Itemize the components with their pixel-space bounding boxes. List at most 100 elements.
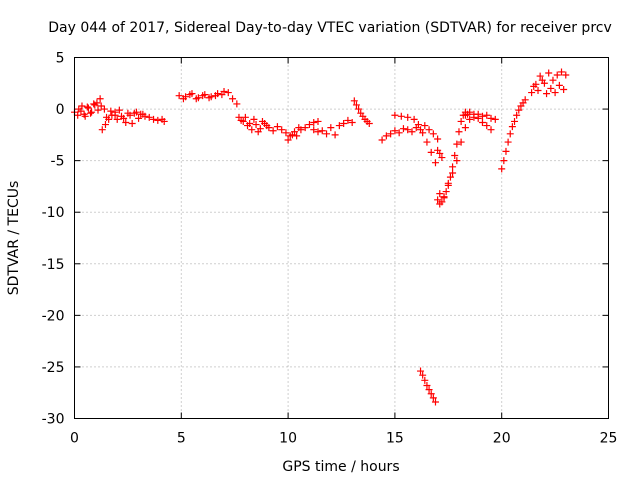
- series-arc5: [113, 109, 147, 126]
- plot-frame: [74, 57, 609, 419]
- data-point: [83, 103, 91, 111]
- data-point: [498, 165, 506, 173]
- data-point: [543, 90, 551, 98]
- data-point: [241, 113, 249, 121]
- data-point: [154, 116, 162, 124]
- data-point: [391, 111, 399, 119]
- data-point: [431, 398, 439, 406]
- data-point: [297, 126, 305, 134]
- data-point: [560, 85, 568, 93]
- data-point: [237, 116, 245, 124]
- series-arc15: [417, 367, 439, 406]
- data-point: [521, 96, 529, 104]
- data-point: [160, 117, 168, 125]
- data-point: [331, 131, 339, 139]
- series-arc12: [350, 97, 373, 128]
- data-point: [397, 112, 405, 120]
- data-point: [355, 105, 363, 113]
- y-axis-label: SDTVAR / TECUs: [6, 181, 22, 296]
- data-point: [483, 111, 491, 119]
- series-arc18: [436, 124, 469, 201]
- data-point: [310, 126, 318, 134]
- x-tick-label: 0: [70, 431, 79, 447]
- y-tick-label: 0: [56, 102, 65, 118]
- data-point: [457, 117, 465, 125]
- data-point: [466, 108, 474, 116]
- data-point: [500, 157, 508, 165]
- data-point: [335, 122, 343, 130]
- data-point: [408, 128, 416, 136]
- data-point: [254, 128, 262, 136]
- data-point: [483, 122, 491, 130]
- data-point: [318, 127, 326, 135]
- y-tick-label: -25: [42, 360, 65, 376]
- data-point: [444, 179, 452, 187]
- series-arc4: [103, 106, 168, 128]
- data-point: [504, 138, 512, 146]
- data-point: [117, 112, 125, 120]
- data-point: [327, 124, 335, 132]
- data-point: [233, 100, 241, 108]
- data-point: [278, 126, 286, 134]
- data-point: [314, 128, 322, 136]
- data-point: [284, 136, 292, 144]
- data-point: [429, 394, 437, 402]
- data-point: [487, 126, 495, 134]
- data-point: [107, 107, 115, 115]
- data-point: [449, 169, 457, 177]
- data-point: [538, 76, 546, 84]
- data-point: [288, 131, 296, 139]
- data-point: [502, 147, 510, 155]
- data-point: [419, 129, 427, 137]
- data-point: [404, 126, 412, 134]
- y-tick-label: -15: [42, 257, 65, 273]
- data-point: [98, 126, 106, 134]
- data-point: [421, 376, 429, 384]
- data-point: [455, 128, 463, 136]
- axis-ticks: 0 5 10 15 20 25 -30 -25 -20 -15 -10 -5 0 5: [42, 51, 618, 447]
- data-point: [128, 120, 136, 128]
- series-arc21: [498, 96, 529, 173]
- data-point: [478, 118, 486, 126]
- data-point: [97, 102, 105, 110]
- chart-title: Day 044 of 2017, Sidereal Day-to-day VTE…: [48, 20, 612, 36]
- data-point: [438, 154, 446, 162]
- x-tick-label: 15: [386, 431, 404, 447]
- data-point: [340, 120, 348, 128]
- data-point: [145, 113, 153, 121]
- x-tick-label: 25: [600, 431, 618, 447]
- series-arc20: [466, 108, 495, 134]
- data-point: [139, 110, 147, 118]
- data-point: [246, 120, 254, 128]
- series-arc11: [310, 116, 356, 139]
- data-point: [84, 104, 92, 112]
- data-point: [113, 115, 121, 123]
- data-point: [427, 390, 435, 398]
- data-point: [436, 190, 444, 198]
- data-point: [545, 69, 553, 77]
- x-axis-label: GPS time / hours: [282, 459, 399, 475]
- data-point: [344, 116, 352, 124]
- data-point: [387, 130, 395, 138]
- data-point: [382, 132, 390, 140]
- data-point: [508, 123, 516, 131]
- data-point: [205, 94, 213, 102]
- data-point: [75, 105, 83, 113]
- data-point: [103, 113, 111, 121]
- data-point: [417, 367, 425, 375]
- data-point: [282, 129, 290, 137]
- series-arc7: [179, 91, 226, 103]
- data-point: [440, 193, 448, 201]
- data-point: [414, 121, 422, 129]
- data-point: [130, 109, 138, 117]
- data-point: [547, 84, 555, 92]
- data-point: [474, 114, 482, 122]
- data-points: [71, 68, 570, 406]
- data-point: [248, 126, 256, 134]
- data-point: [549, 76, 557, 84]
- data-point: [553, 71, 561, 79]
- data-point: [314, 117, 322, 125]
- data-point: [395, 129, 403, 137]
- data-point: [466, 115, 474, 123]
